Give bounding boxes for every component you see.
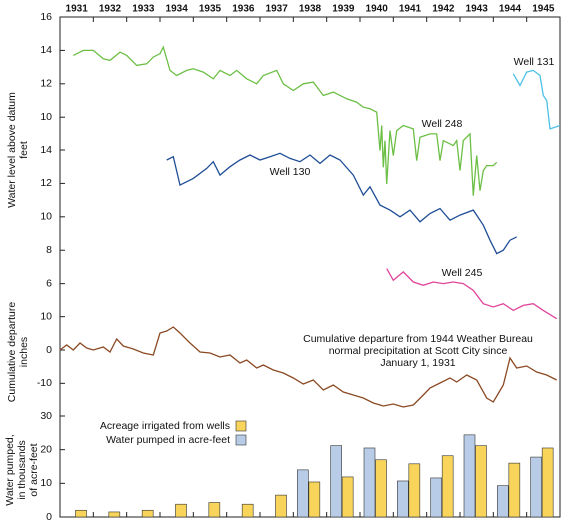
x-tick-label: 1936 [232,4,255,15]
bar [497,485,509,518]
x-tick-label: 1935 [199,4,222,15]
legend-swatch [235,420,247,432]
y-axis-title: Water pumped, [4,434,16,505]
bar [75,509,87,518]
bar [530,456,542,518]
y-tick-label: 8 [46,244,52,256]
legend-label: Acreage irrigated from wells [100,420,230,432]
bar [363,447,376,518]
x-tick-label: 1943 [466,4,489,15]
bar [541,447,554,518]
bar [408,463,421,518]
y-tick-label: 10 [40,310,52,322]
bar [375,459,387,518]
annotation: January 1, 1931 [380,357,455,369]
bar [208,502,221,518]
x-tick-label: 1944 [499,4,522,15]
x-tick-label: 1934 [166,4,189,15]
bar [330,445,342,518]
series-label: Well 131 [514,56,555,68]
line-series [166,152,517,255]
y-axis-title: in thousands [16,440,28,500]
bar [397,480,409,518]
y-axis-title: inches [18,337,30,367]
annotation: normal precipitation at Scott City since [329,345,508,357]
y-axis-title: of acre-feet [28,443,40,496]
y-tick-label: 12 [40,78,52,90]
bar [441,455,454,518]
y-tick-label: 0 [46,511,52,522]
line-series [512,69,561,130]
x-tick-label: 1941 [399,4,422,15]
bar [108,511,121,518]
x-tick-label: 1933 [132,4,155,15]
line-series [59,326,557,408]
x-tick-label: 1937 [266,4,289,15]
x-tick-label: 1939 [332,4,355,15]
legend-swatch [235,434,247,446]
y-tick-label: 10 [40,477,52,489]
y-axis-title: Water level above datum [6,92,18,208]
y-tick-label: 10 [40,211,52,223]
x-tick-label: 1942 [432,4,455,15]
bar [275,494,287,518]
series-label: Well 130 [270,166,311,178]
y-tick-label: 20 [40,443,52,455]
y-tick-label: 14 [40,44,52,56]
bar [475,445,487,518]
line-series [73,45,498,196]
y-tick-label: 0 [46,344,52,356]
y-tick-label: 30 [40,410,52,422]
bar [463,434,476,518]
bar [297,469,309,518]
bar [308,481,321,518]
y-axis-title: feet [18,141,30,159]
legend-label: Water pumped in acre-feet [106,434,230,446]
y-tick-label: 10 [40,111,52,123]
annotation: Cumulative departure from 1944 Weather B… [303,333,533,345]
bar [141,509,154,518]
y-tick-label: 6 [46,277,52,289]
series-label: Well 245 [442,267,483,279]
x-tick-label: 1940 [366,4,389,15]
x-tick-label: 1932 [99,4,122,15]
bar [241,503,254,518]
x-tick-label: 1945 [532,4,555,15]
y-tick-label: -10 [37,377,52,389]
bar [341,476,354,518]
series-label: Well 248 [422,118,463,130]
bar [175,503,187,518]
y-tick-label: 14 [40,144,52,156]
y-tick-label: 12 [40,177,52,189]
bar [430,477,442,518]
x-tick-label: 1931 [66,4,89,15]
bar [508,462,521,518]
x-tick-label: 1938 [299,4,322,15]
y-axis-title: Cumulative departure [6,302,18,403]
y-tick-label: 16 [40,11,52,23]
line-series [386,268,558,320]
